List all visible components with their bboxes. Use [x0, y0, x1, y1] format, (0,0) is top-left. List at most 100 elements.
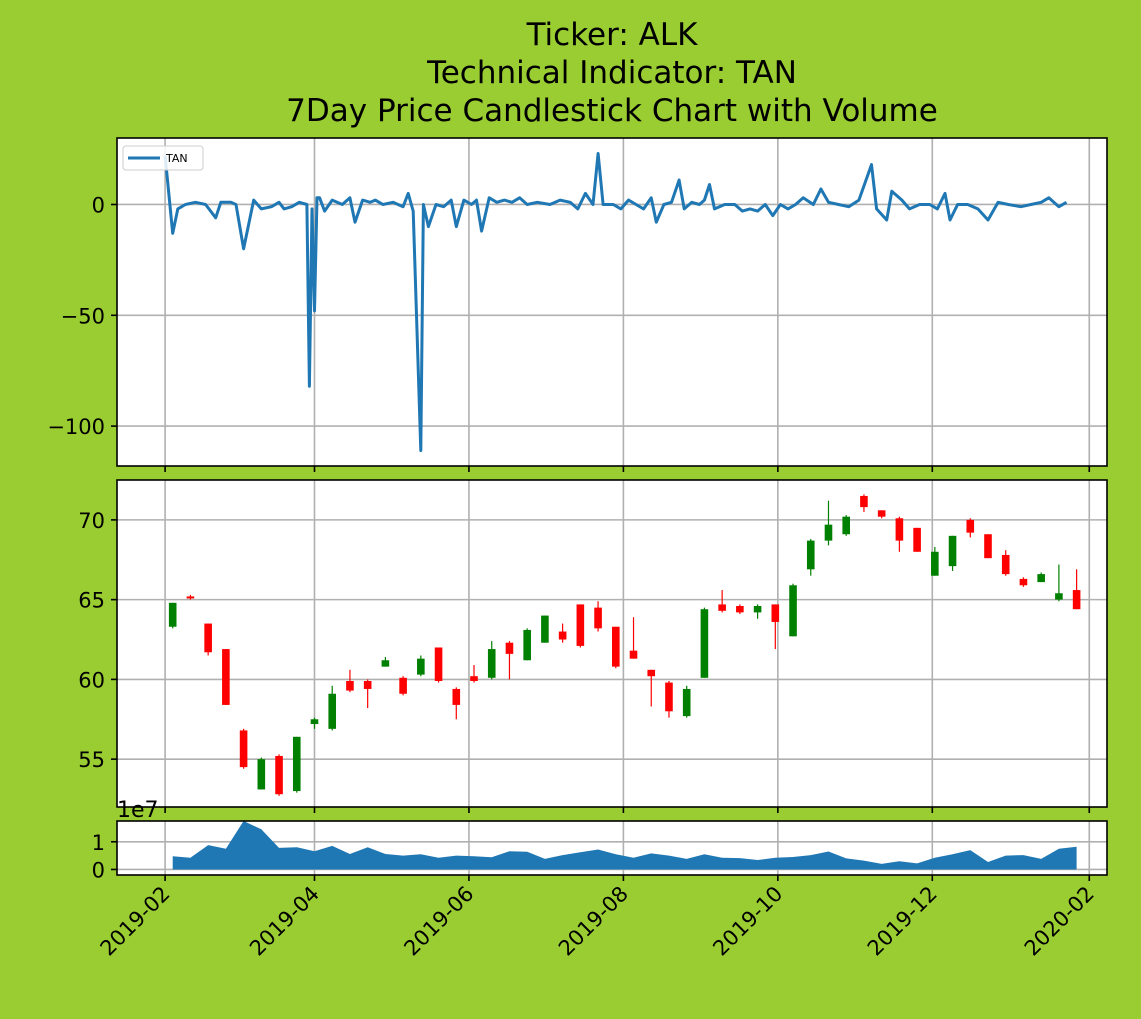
candle-49: [1037, 572, 1045, 583]
candle-43: [931, 546, 939, 576]
candle-17: [470, 665, 478, 683]
candle-body-11: [363, 680, 372, 689]
volume-frame: [116, 820, 1108, 876]
candle-body-37: [824, 524, 833, 541]
chart-title-line-2: Technical Indicator: TAN: [426, 55, 797, 91]
candle-body-25: [612, 626, 620, 667]
candle-24: [594, 601, 602, 632]
candle-9: [328, 685, 337, 731]
candle-body-17: [470, 676, 478, 681]
candle-body-50: [1055, 593, 1063, 600]
candles-ytick-label-1: 60: [78, 668, 105, 692]
candle-21: [541, 615, 549, 643]
x-tick-label-6: 2020-02: [1020, 882, 1099, 961]
candle-26: [629, 617, 638, 659]
candle-18: [487, 641, 496, 680]
candle-30: [700, 607, 709, 678]
candle-body-26: [629, 650, 638, 659]
candle-body-43: [931, 551, 939, 576]
candle-body-40: [877, 510, 886, 517]
volume-offset-label: 1e7: [117, 798, 159, 823]
candle-body-45: [966, 519, 975, 533]
candle-body-13: [399, 677, 407, 694]
candle-body-48: [1019, 578, 1028, 586]
candle-47: [1001, 550, 1010, 576]
candle-body-33: [753, 606, 762, 613]
candle-25: [612, 626, 620, 669]
candle-38: [842, 515, 851, 536]
candle-41: [895, 516, 904, 552]
candle-body-9: [328, 693, 337, 729]
tan-series-line: [163, 152, 1068, 452]
date-x-axis: 2019-02 2019-04 2019-06 2019-08 2019-10 2019-…: [96, 882, 1099, 961]
candle-body-16: [452, 688, 461, 705]
candles-ytick-label-3: 70: [78, 509, 105, 533]
candle-body-4: [239, 730, 248, 768]
candle-35: [789, 583, 797, 637]
candle-body-15: [434, 647, 443, 681]
candle-34: [771, 604, 780, 650]
candle-body-20: [523, 629, 531, 661]
candle-31: [718, 590, 726, 613]
indicator-ytick-label-2: −100: [47, 415, 105, 439]
candle-body-39: [860, 495, 868, 508]
candle-body-38: [842, 516, 851, 535]
candle-37: [824, 500, 833, 546]
candle-11: [363, 679, 372, 709]
candle-body-46: [984, 534, 992, 559]
candle-body-3: [222, 649, 230, 705]
candle-6: [275, 754, 283, 796]
candle-body-31: [718, 604, 726, 611]
candles-frame: [116, 479, 1108, 808]
volume-area: [172, 821, 1077, 870]
candle-body-1: [186, 596, 195, 599]
candle-body-28: [665, 682, 673, 712]
candle-body-51: [1072, 590, 1081, 610]
candle-2: [204, 623, 212, 656]
candle-body-0: [168, 602, 177, 627]
candle-body-10: [346, 680, 354, 691]
candle-12: [381, 657, 390, 667]
candle-50: [1055, 564, 1063, 602]
candle-body-32: [736, 606, 744, 613]
candlestick-panel: 55 60 65 70: [78, 479, 1108, 813]
candle-20: [523, 628, 531, 661]
volume-ytick-label-0: 0: [92, 858, 105, 882]
candle-14: [417, 655, 425, 677]
x-tick-label-1: 2019-04: [245, 882, 324, 961]
candle-22: [558, 623, 567, 643]
candle-body-21: [541, 615, 549, 643]
legend-box: [122, 145, 204, 171]
candles-ytick-label-0: 55: [78, 748, 105, 772]
candle-13: [399, 676, 407, 696]
candle-44: [948, 535, 957, 571]
candle-body-14: [417, 658, 425, 675]
candle-15: [434, 647, 443, 683]
x-tick-label-3: 2019-08: [554, 882, 633, 961]
candle-39: [860, 494, 868, 512]
candle-body-23: [576, 604, 585, 646]
candle-42: [913, 527, 921, 552]
candle-4: [239, 728, 248, 769]
candle-5: [257, 757, 266, 790]
candle-body-24: [594, 607, 602, 629]
candle-body-42: [913, 527, 921, 552]
candle-8: [310, 717, 319, 729]
candles-ytick-label-2: 65: [78, 589, 105, 613]
x-tick-label-0: 2019-02: [96, 882, 175, 961]
candle-40: [877, 510, 886, 519]
candle-28: [665, 680, 673, 718]
x-tick-label-5: 2019-12: [863, 882, 942, 961]
candle-body-49: [1037, 574, 1045, 583]
legend: TAN: [122, 145, 204, 171]
candle-body-30: [700, 609, 709, 678]
candle-3: [222, 649, 230, 705]
candle-body-41: [895, 518, 904, 541]
volume-ytick-label-1: 1: [92, 831, 105, 855]
candle-body-8: [310, 719, 319, 725]
candle-body-35: [789, 585, 797, 637]
candle-body-22: [558, 631, 567, 640]
indicator-panel: 0 −50 −100 TAN: [47, 137, 1108, 472]
candle-body-36: [806, 540, 815, 570]
